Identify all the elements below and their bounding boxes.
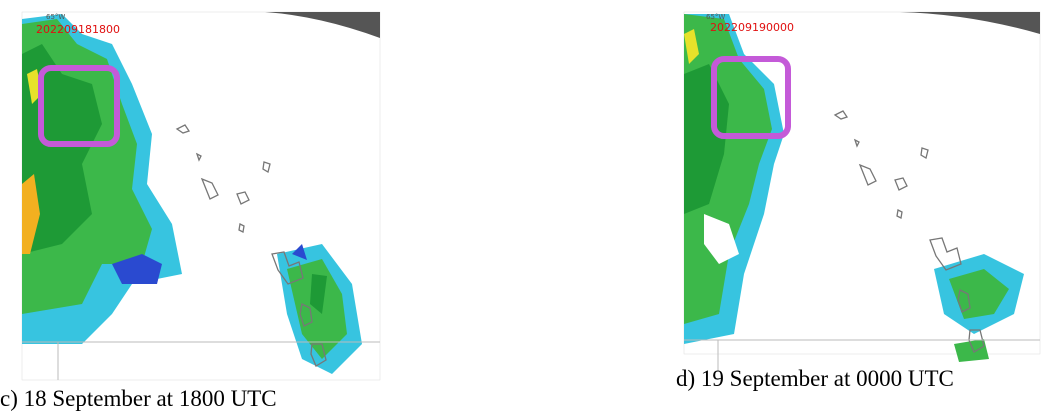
radar-range-edge: [265, 12, 380, 38]
longitude-label: 65°W: [46, 13, 65, 21]
timestamp: 202209181800: [36, 23, 120, 36]
radar-panel: 65°W 202209190000: [683, 11, 1041, 372]
caption: d) 19 September at 0000 UTC: [676, 366, 954, 391]
caption: c) 18 September at 1800 UTC: [0, 386, 277, 411]
radar-panel: 65°W 202209181800: [21, 11, 381, 381]
timestamp: 202209190000: [710, 21, 794, 34]
highlight-box: [38, 65, 120, 147]
radar-range-edge: [900, 12, 1040, 34]
longitude-label: 65°W: [706, 13, 725, 21]
highlight-box: [711, 56, 791, 139]
